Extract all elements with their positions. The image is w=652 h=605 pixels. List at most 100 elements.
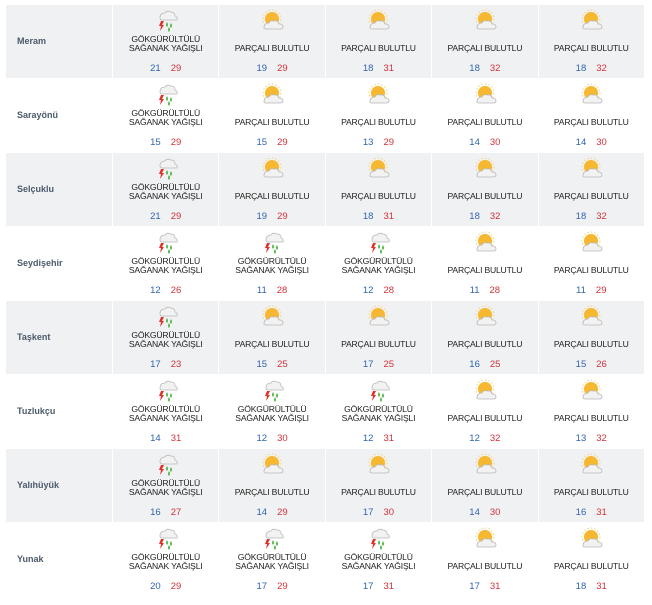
weather-description-line: GÖKGÜRÜLTÜLÜ <box>131 552 200 562</box>
partly-cloudy-icon <box>470 304 500 328</box>
forecast-day-cell: PARÇALI BULUTLU 15 29 <box>218 79 324 152</box>
forecast-day-cell: PARÇALI BULUTLU 19 29 <box>218 5 324 78</box>
forecast-grid: Meram GÖKGÜRÜLTÜLÜ SAĞANAK YAĞIŞLI 21 29 PARÇ… <box>6 5 644 597</box>
forecast-day-cell: GÖKGÜRÜLTÜLÜ SAĞANAK YAĞIŞLI 21 29 <box>112 153 218 226</box>
min-temperature: 12 <box>362 433 374 444</box>
thunderstorm-icon <box>363 526 393 550</box>
min-temperature: 12 <box>150 285 161 296</box>
min-temperature: 12 <box>469 433 480 444</box>
min-temperature: 16 <box>575 507 587 518</box>
weather-description-line: SAĞANAK YAĞIŞLI <box>341 561 416 571</box>
max-temperature: 29 <box>170 211 182 222</box>
forecast-day-cell: PARÇALI BULUTLU 12 32 <box>431 375 537 448</box>
forecast-day-cell: PARÇALI BULUTLU 18 32 <box>431 153 537 226</box>
weather-description-line: GÖKGÜRÜLTÜLÜ <box>131 330 200 340</box>
weather-description: PARÇALI BULUTLU <box>539 487 644 497</box>
weather-description: GÖKGÜRÜLTÜLÜ SAĞANAK YAĞIŞLI <box>113 553 218 571</box>
partly-cloudy-icon <box>576 526 606 550</box>
min-temperature: 16 <box>469 359 480 370</box>
weather-description-line: PARÇALI BULUTLU <box>234 117 310 127</box>
max-temperature: 28 <box>383 285 395 296</box>
partly-cloudy-icon <box>257 156 287 180</box>
weather-description: PARÇALI BULUTLU <box>432 265 537 275</box>
min-temperature: 11 <box>576 285 586 296</box>
partly-cloudy-icon <box>470 378 500 402</box>
weather-description: GÖKGÜRÜLTÜLÜ SAĞANAK YAĞIŞLI <box>219 553 324 571</box>
partly-cloudy-icon <box>470 82 500 106</box>
weather-description: PARÇALI BULUTLU <box>219 487 324 497</box>
partly-cloudy-icon <box>576 8 606 32</box>
city-name[interactable]: Yunak <box>17 554 44 564</box>
forecast-day-cell: PARÇALI BULUTLU 14 29 <box>218 449 324 522</box>
temperature-range: 17 31 <box>432 581 537 592</box>
weather-description-line: SAĞANAK YAĞIŞLI <box>128 191 203 201</box>
city-name[interactable]: Seydişehir <box>17 258 63 268</box>
weather-description-line: PARÇALI BULUTLU <box>447 265 523 275</box>
weather-description-line: PARÇALI BULUTLU <box>234 43 310 53</box>
max-temperature: 32 <box>596 433 607 444</box>
weather-description-line: SAĞANAK YAĞIŞLI <box>128 265 203 275</box>
forecast-row: Yalıhüyük GÖKGÜRÜLTÜLÜ SAĞANAK YAĞIŞLI 16 27… <box>6 449 644 523</box>
weather-description: PARÇALI BULUTLU <box>219 117 324 127</box>
weather-description-line: PARÇALI BULUTLU <box>553 339 629 349</box>
min-temperature: 17 <box>150 359 161 370</box>
forecast-day-cell: PARÇALI BULUTLU 18 32 <box>431 5 537 78</box>
forecast-row: Taşkent GÖKGÜRÜLTÜLÜ SAĞANAK YAĞIŞLI 17 23 PA… <box>6 301 644 375</box>
partly-cloudy-icon <box>257 452 287 476</box>
city-name[interactable]: Taşkent <box>17 332 51 342</box>
max-temperature: 32 <box>596 63 607 74</box>
weather-description-line: GÖKGÜRÜLTÜLÜ <box>344 552 413 562</box>
city-name[interactable]: Selçuklu <box>17 184 55 194</box>
temperature-range: 18 31 <box>326 211 431 222</box>
weather-description-line: SAĞANAK YAĞIŞLI <box>128 561 203 571</box>
min-temperature: 17 <box>362 581 374 592</box>
partly-cloudy-icon <box>363 82 393 106</box>
weather-description: PARÇALI BULUTLU <box>539 191 644 201</box>
weather-description: GÖKGÜRÜLTÜLÜ SAĞANAK YAĞIŞLI <box>219 257 324 275</box>
city-name[interactable]: Yalıhüyük <box>17 480 60 490</box>
city-name[interactable]: Sarayönü <box>17 110 59 120</box>
max-temperature: 29 <box>170 581 182 592</box>
max-temperature: 29 <box>277 63 288 74</box>
thunderstorm-icon <box>257 230 287 254</box>
min-temperature: 12 <box>256 433 268 444</box>
min-temperature: 18 <box>362 63 374 74</box>
min-temperature: 18 <box>575 581 587 592</box>
max-temperature: 31 <box>489 581 501 592</box>
forecast-day-cell: PARÇALI BULUTLU 14 30 <box>431 79 537 152</box>
max-temperature: 31 <box>596 581 607 592</box>
forecast-day-cell: PARÇALI BULUTLU 11 28 <box>431 227 537 300</box>
weather-description: PARÇALI BULUTLU <box>432 117 537 127</box>
weather-description-line: PARÇALI BULUTLU <box>553 191 629 201</box>
max-temperature: 31 <box>383 211 395 222</box>
max-temperature: 27 <box>170 507 182 518</box>
temperature-range: 11 28 <box>432 285 537 296</box>
forecast-day-cell: PARÇALI BULUTLU 18 31 <box>324 153 431 226</box>
thunderstorm-icon <box>151 8 181 32</box>
max-temperature: 28 <box>276 285 288 296</box>
partly-cloudy-icon <box>470 230 500 254</box>
forecast-day-cell: GÖKGÜRÜLTÜLÜ SAĞANAK YAĞIŞLI 17 29 <box>218 523 324 596</box>
city-name[interactable]: Tuzlukçu <box>17 406 56 416</box>
max-temperature: 30 <box>489 137 501 148</box>
weather-description-line: PARÇALI BULUTLU <box>553 413 629 423</box>
weather-description-line: PARÇALI BULUTLU <box>553 561 629 571</box>
temperature-range: 12 26 <box>113 285 218 296</box>
weather-description-line: SAĞANAK YAĞIŞLI <box>341 265 416 275</box>
partly-cloudy-icon <box>576 378 606 402</box>
weather-description-line: SAĞANAK YAĞIŞLI <box>235 561 309 571</box>
partly-cloudy-icon <box>576 230 606 254</box>
partly-cloudy-icon <box>470 452 500 476</box>
forecast-day-cell: PARÇALI BULUTLU 14 30 <box>537 79 644 152</box>
min-temperature: 21 <box>150 211 161 222</box>
forecast-day-cell: PARÇALI BULUTLU 18 31 <box>324 5 431 78</box>
temperature-range: 18 32 <box>539 211 644 222</box>
temperature-range: 21 29 <box>113 211 218 222</box>
temperature-range: 12 32 <box>432 433 537 444</box>
partly-cloudy-icon <box>363 8 393 32</box>
temperature-range: 17 23 <box>113 359 218 370</box>
weather-description-line: GÖKGÜRÜLTÜLÜ <box>131 34 200 44</box>
forecast-day-cell: GÖKGÜRÜLTÜLÜ SAĞANAK YAĞIŞLI 11 28 <box>218 227 324 300</box>
city-name[interactable]: Meram <box>17 36 47 46</box>
temperature-range: 12 30 <box>219 433 324 444</box>
